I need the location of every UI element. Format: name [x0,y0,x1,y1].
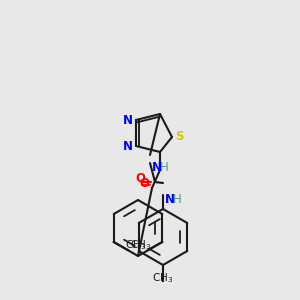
Text: N: N [165,193,175,206]
Text: CH$_3$: CH$_3$ [130,238,151,252]
Text: CH$_3$: CH$_3$ [152,271,174,285]
Text: CH$_3$: CH$_3$ [125,238,146,252]
Text: N: N [123,113,133,127]
Text: H: H [173,193,182,206]
Text: O: O [139,177,149,190]
Text: N: N [123,140,133,152]
Text: N: N [152,161,162,174]
Text: S: S [175,130,184,143]
Text: O: O [135,172,145,185]
Text: H: H [160,161,169,174]
